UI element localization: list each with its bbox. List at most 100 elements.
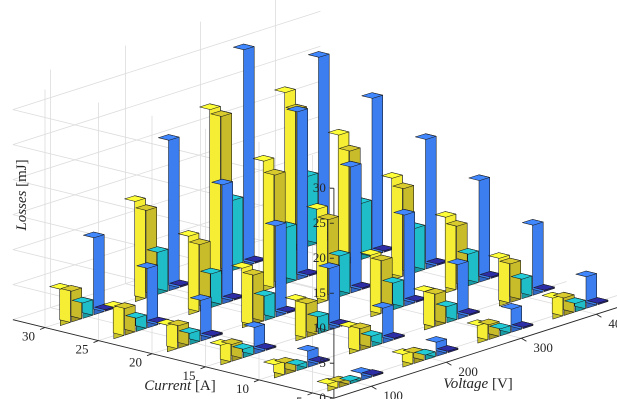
bar	[564, 297, 586, 313]
bar-top-face	[211, 178, 233, 186]
bar	[466, 319, 489, 344]
bar-top-face	[371, 254, 393, 262]
bar	[510, 273, 533, 300]
bar	[158, 134, 180, 292]
back-wall-z-gridline	[12, 45, 321, 146]
bar	[284, 294, 307, 342]
bar-top-face	[404, 295, 427, 302]
bar-top-face	[435, 300, 458, 307]
y-tick-mark	[146, 353, 153, 357]
z-tick-label: 10	[313, 320, 326, 335]
bar-side-face	[457, 258, 469, 317]
bar-side-face	[413, 222, 426, 270]
bar-top-face	[199, 103, 221, 110]
y-tick-mark	[307, 392, 313, 396]
bar	[60, 285, 82, 323]
bar-top-face	[264, 169, 286, 176]
y-tick-label: 15	[183, 368, 196, 383]
bar-top-face	[446, 220, 468, 227]
bar	[413, 285, 435, 331]
bar-top-face	[522, 219, 544, 226]
bar	[383, 332, 405, 340]
bar	[178, 327, 201, 345]
bar-side-face	[275, 219, 287, 315]
bar-side-face	[328, 262, 340, 328]
bar	[382, 277, 404, 310]
bar	[435, 300, 458, 324]
bar	[414, 348, 436, 361]
bar	[71, 296, 94, 319]
bar	[361, 369, 384, 377]
bar-top-face	[232, 343, 254, 350]
bar-side-face	[285, 221, 297, 281]
bar-side-face	[532, 219, 544, 293]
bar-top-face	[425, 336, 447, 343]
bar	[360, 330, 383, 348]
bar	[586, 297, 609, 305]
bar	[244, 255, 266, 264]
bar-side-face	[350, 160, 362, 291]
bar-top-face	[284, 294, 307, 301]
bar-top-face	[415, 133, 437, 140]
bar	[265, 219, 287, 318]
bar	[285, 359, 308, 372]
bar	[156, 319, 178, 353]
x-tick-label: 100	[383, 388, 403, 399]
bar	[434, 211, 457, 294]
bar-top-face	[393, 209, 415, 216]
bar-top-face	[317, 213, 339, 220]
bar	[306, 203, 328, 305]
bar-top-face	[158, 134, 180, 141]
bar	[222, 292, 245, 301]
bar-top-face	[383, 332, 405, 339]
bar-top-face	[125, 312, 147, 319]
bar-top-face	[177, 230, 200, 237]
z-tick-label: 25	[313, 215, 326, 230]
bar-top-face	[296, 297, 318, 304]
bar	[468, 174, 490, 283]
bar	[489, 322, 511, 337]
bar	[254, 343, 277, 351]
bar	[424, 288, 446, 327]
bar-top-face	[189, 238, 211, 245]
back-wall-z-gridline	[12, 80, 321, 181]
bar	[167, 319, 189, 349]
bar-top-face	[499, 257, 521, 265]
y-tick-label: 20	[129, 355, 142, 370]
bar-top-face	[457, 248, 479, 255]
y-tick-label: 10	[236, 381, 249, 396]
bar-top-face	[586, 297, 609, 304]
bar-top-face	[276, 305, 298, 313]
bar	[296, 170, 319, 247]
bar-top-face	[233, 43, 255, 51]
bar	[522, 219, 544, 296]
bar-top-face	[244, 255, 266, 263]
bar	[488, 252, 510, 307]
bar-top-face	[135, 204, 157, 211]
bar	[436, 345, 459, 353]
bar-side-face	[243, 43, 255, 264]
bar	[381, 172, 403, 281]
x-axis-line	[333, 307, 617, 399]
bar-top-face	[252, 155, 275, 162]
bar	[415, 133, 437, 270]
bar-top-face	[489, 322, 511, 330]
y-axis-unit: [A]	[195, 378, 216, 394]
bar	[114, 302, 136, 336]
bar-top-face	[328, 249, 351, 257]
bar	[359, 249, 382, 318]
bar	[361, 92, 383, 257]
bar-top-face	[308, 356, 330, 363]
y-tick-mark	[253, 379, 260, 383]
bar	[340, 160, 362, 294]
bar-top-face	[242, 269, 264, 276]
bar	[177, 230, 200, 315]
bar-top-face	[488, 252, 510, 259]
bar-top-face	[447, 258, 469, 265]
bar-top-face	[167, 319, 189, 327]
bar-top-face	[468, 174, 490, 181]
bar-side-face	[231, 194, 244, 268]
bar-top-face	[60, 285, 82, 292]
bar-top-face	[575, 270, 597, 278]
